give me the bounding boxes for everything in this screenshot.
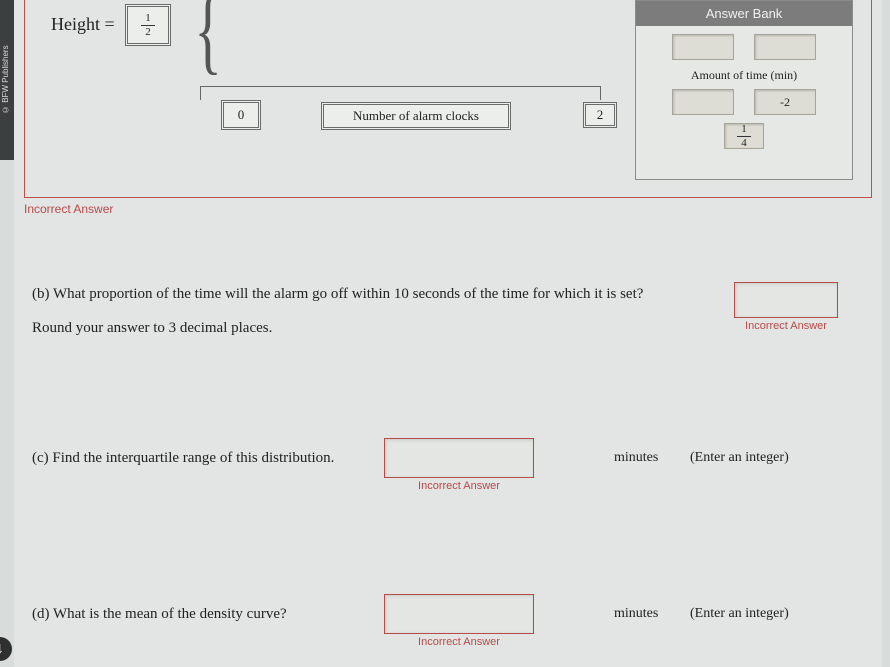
part-c-prompt: (c) Find the interquartile range of this…: [32, 450, 372, 467]
fraction-icon: 1 2: [141, 13, 155, 38]
part-b-answer-input[interactable]: [734, 282, 838, 318]
part-d-answer-input[interactable]: [384, 594, 534, 634]
part-b-incorrect-label: Incorrect Answer: [734, 320, 838, 332]
bank-tile[interactable]: 1 4: [724, 123, 764, 149]
brace-icon: {: [194, 0, 222, 68]
axis-right-drop-slot[interactable]: 2: [583, 102, 617, 128]
part-d-prompt: (d) What is the mean of the density curv…: [32, 606, 372, 623]
axis-line: [200, 86, 600, 87]
answer-bank-title: Answer Bank: [636, 1, 852, 26]
part-d-incorrect-label: Incorrect Answer: [384, 636, 534, 648]
axis-tick-right: [600, 86, 601, 100]
part-c-hint: (Enter an integer): [690, 450, 789, 466]
fraction-icon: 1 4: [737, 124, 751, 149]
part-c-answer-input[interactable]: [384, 438, 534, 478]
part-c-answer-group: Incorrect Answer: [384, 438, 534, 492]
axis-left-drop-slot[interactable]: 0: [221, 100, 261, 130]
part-c-incorrect-label: Incorrect Answer: [384, 480, 534, 492]
answer-bank: Answer Bank Amount of time (min) -2 1: [635, 0, 853, 180]
answer-bank-subtitle: Amount of time (min): [646, 68, 842, 83]
bank-tile[interactable]: [672, 34, 734, 60]
bank-tile[interactable]: [672, 89, 734, 115]
arrow-down-icon: ↓: [0, 640, 4, 658]
height-label: Height =: [51, 14, 115, 35]
part-a-incorrect-label: Incorrect Answer: [24, 202, 113, 216]
bank-tile[interactable]: -2: [754, 89, 816, 115]
page-surface: Height = 1 2 { 0 Number of alarm clocks …: [14, 0, 882, 667]
height-drop-slot[interactable]: 1 2: [125, 4, 171, 46]
axis-tick-left: [200, 86, 201, 100]
part-b-answer-group: Incorrect Answer: [734, 282, 838, 332]
part-a-container: Height = 1 2 { 0 Number of alarm clocks …: [24, 0, 872, 198]
part-d-answer-group: Incorrect Answer: [384, 594, 534, 648]
part-c-units: minutes: [614, 450, 658, 466]
axis-label-drop-slot[interactable]: Number of alarm clocks: [321, 102, 511, 130]
part-d-hint: (Enter an integer): [690, 606, 789, 622]
part-d-units: minutes: [614, 606, 658, 622]
scroll-down-button[interactable]: ↓: [0, 637, 12, 661]
bank-tile[interactable]: [754, 34, 816, 60]
publisher-strip: © BFW Publishers: [0, 0, 14, 160]
